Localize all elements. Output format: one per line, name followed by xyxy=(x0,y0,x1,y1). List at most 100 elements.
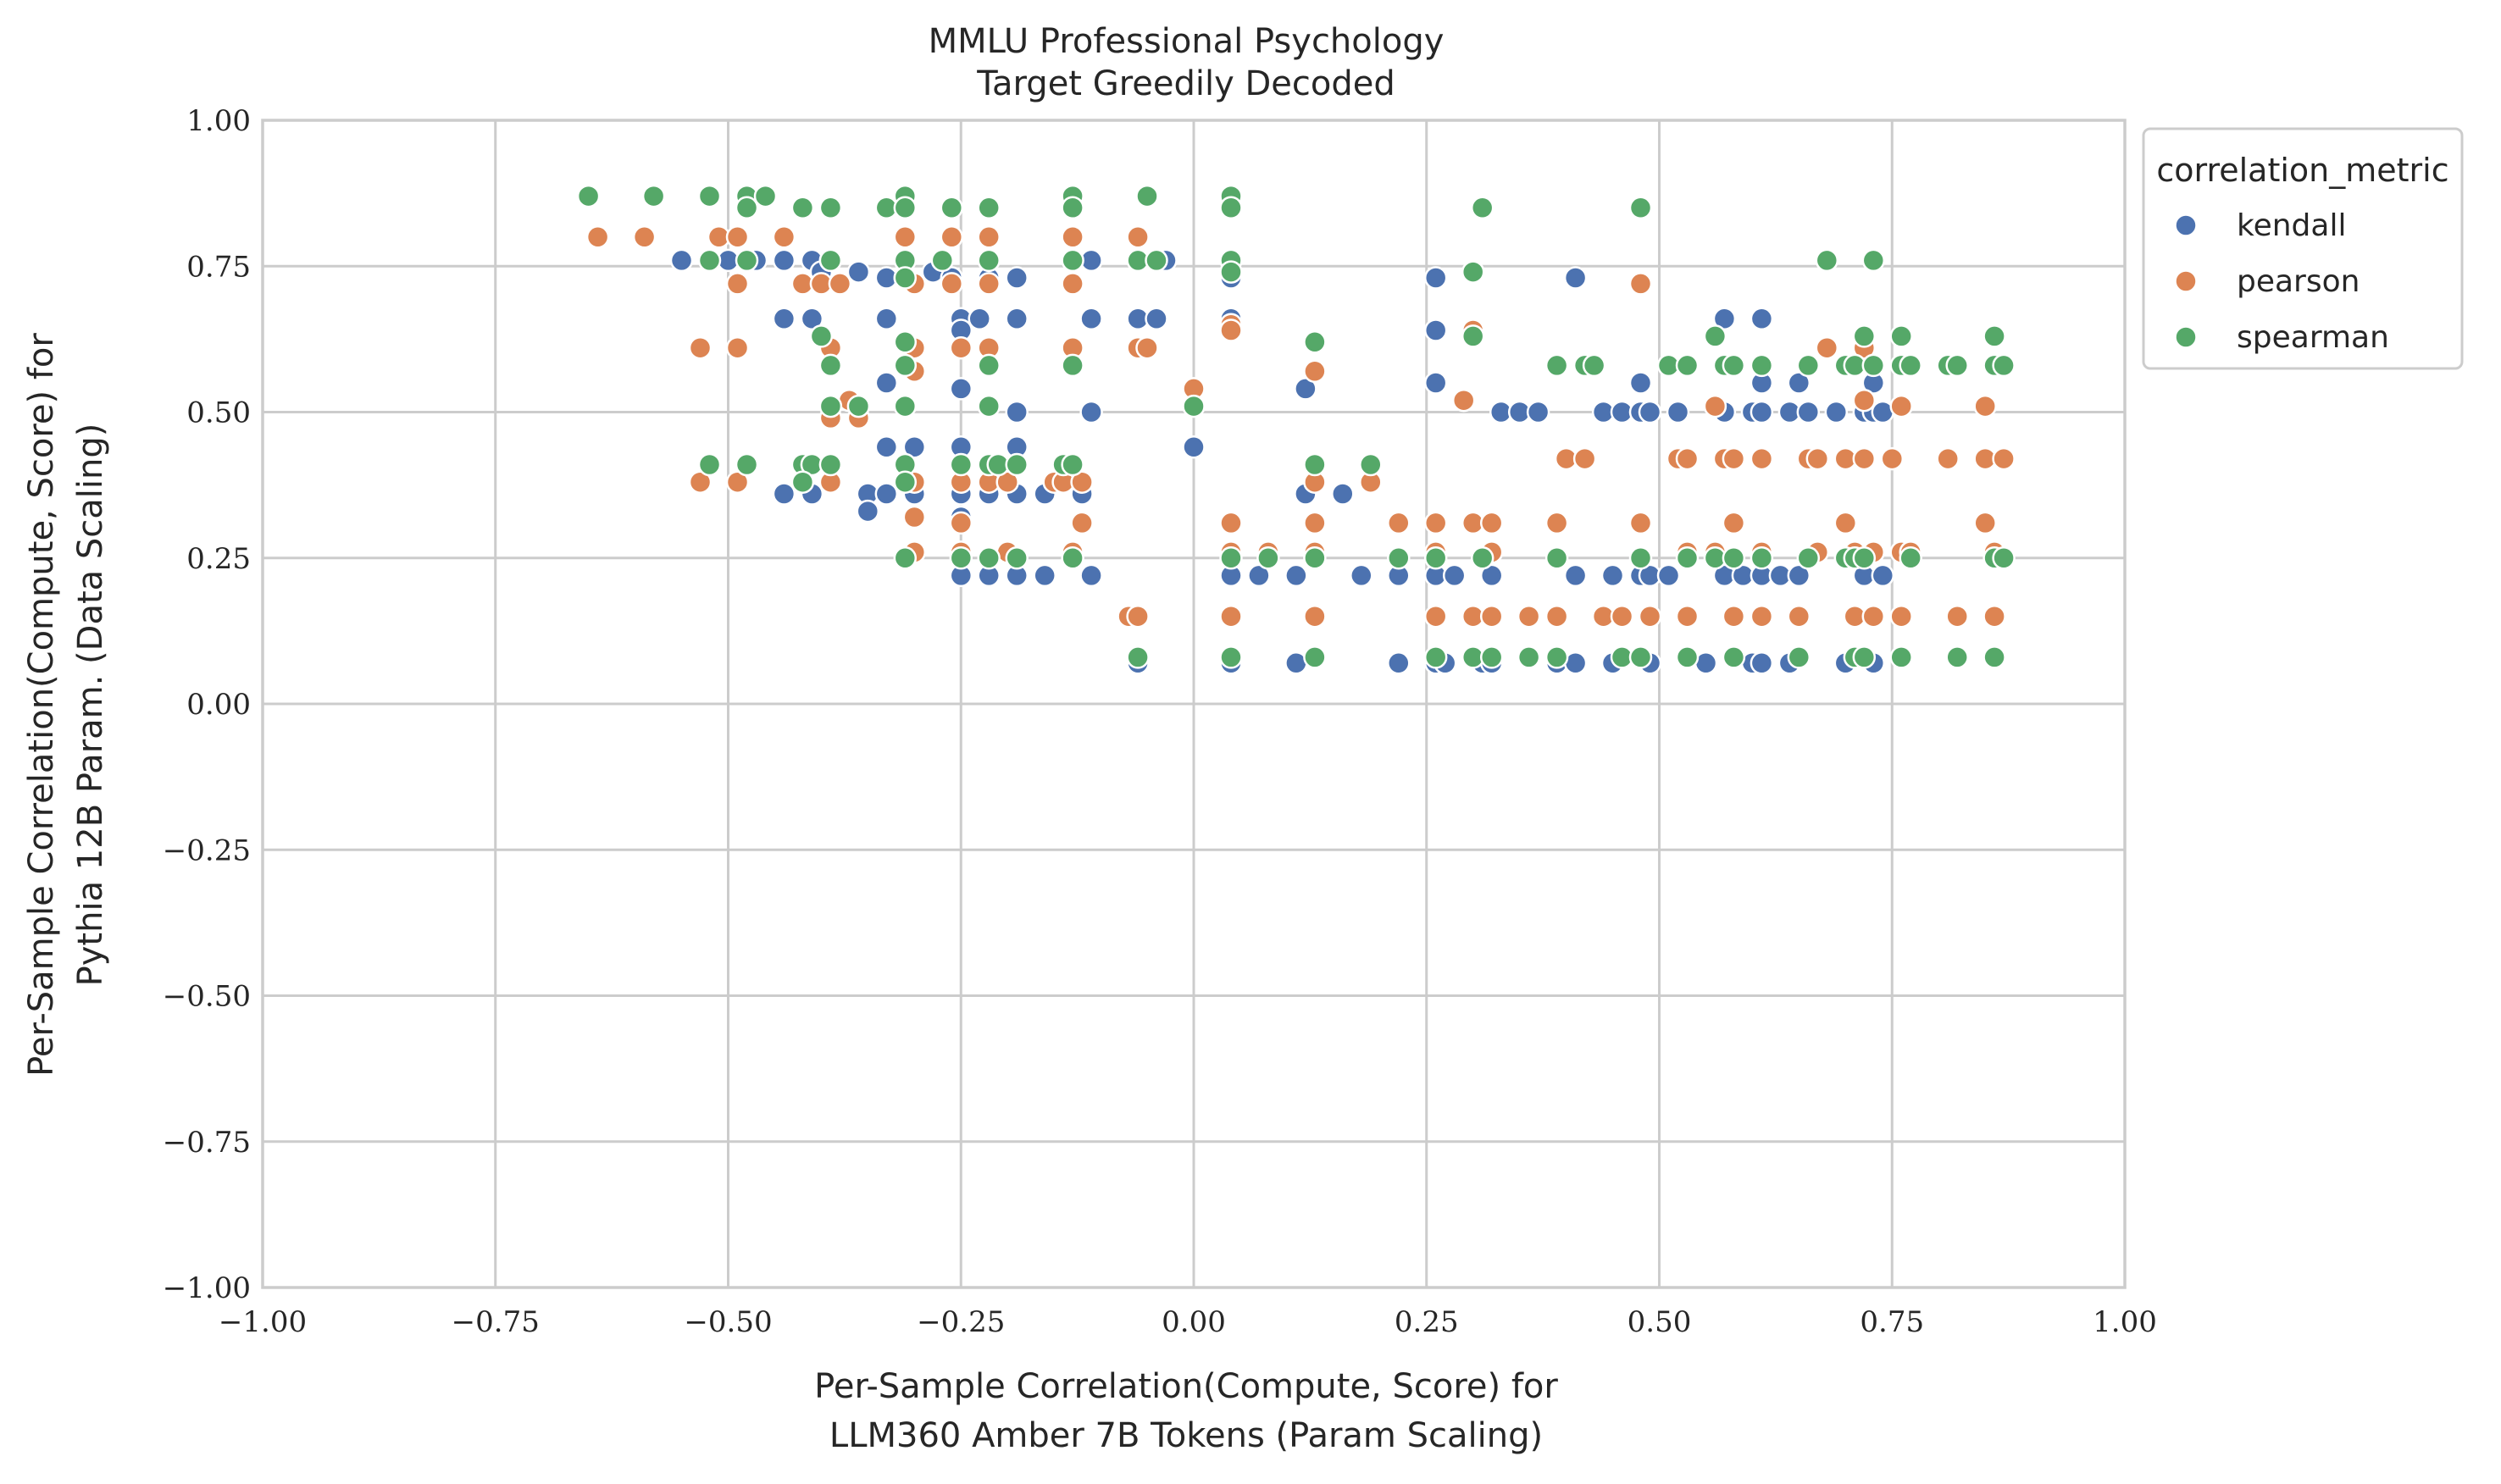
y-axis-label-line-2: Pythia 12B Param. (Data Scaling) xyxy=(71,424,110,987)
data-point-spearman xyxy=(753,184,778,208)
data-point-pearson xyxy=(1787,604,1811,628)
legend-label-spearman: spearman xyxy=(2237,320,2389,355)
x-tick-label: −1.00 xyxy=(219,1305,307,1339)
legend-marker-pearson xyxy=(2174,269,2198,293)
data-point-kendall xyxy=(856,499,880,523)
data-point-kendall xyxy=(1796,400,1821,424)
data-point-spearman xyxy=(1061,353,1084,378)
data-point-spearman xyxy=(1899,353,1922,378)
data-point-kendall xyxy=(1563,266,1588,290)
data-point-kendall xyxy=(1750,651,1774,675)
data-point-spearman xyxy=(697,248,722,273)
data-point-pearson xyxy=(1992,446,2016,471)
data-point-spearman xyxy=(977,248,1001,273)
data-point-pearson xyxy=(1126,225,1150,249)
data-point-pearson xyxy=(1423,604,1448,628)
data-point-pearson xyxy=(1303,604,1327,628)
data-point-spearman xyxy=(1852,324,1877,348)
data-point-pearson xyxy=(949,335,973,360)
data-point-spearman xyxy=(1061,248,1084,273)
data-point-spearman xyxy=(1219,196,1243,220)
data-point-kendall xyxy=(1423,266,1448,290)
data-point-kendall xyxy=(874,371,899,395)
data-point-spearman xyxy=(1461,324,1485,348)
data-point-spearman xyxy=(1992,353,2016,378)
data-point-pearson xyxy=(1722,604,1746,628)
data-point-kendall xyxy=(1824,400,1849,424)
data-point-pearson xyxy=(1675,604,1700,628)
data-point-pearson xyxy=(977,272,1001,296)
data-point-spearman xyxy=(1675,353,1700,378)
data-point-kendall xyxy=(1033,563,1056,588)
data-point-kendall xyxy=(772,248,796,273)
legend-label-kendall: kendall xyxy=(2237,208,2346,243)
data-point-spearman xyxy=(1852,546,1877,570)
data-point-spearman xyxy=(1303,645,1327,669)
y-tick-label: 0.75 xyxy=(186,250,251,284)
data-point-kendall xyxy=(874,307,899,331)
data-point-spearman xyxy=(1815,248,1839,273)
data-point-kendall xyxy=(949,377,973,401)
data-point-pearson xyxy=(1544,511,1569,535)
data-point-pearson xyxy=(1852,446,1877,471)
data-point-spearman xyxy=(940,196,964,220)
data-point-spearman xyxy=(641,184,666,208)
data-point-spearman xyxy=(1992,546,2016,570)
data-point-spearman xyxy=(1852,645,1877,669)
data-point-spearman xyxy=(1061,546,1084,570)
data-point-spearman xyxy=(818,248,843,273)
data-point-spearman xyxy=(1126,645,1150,669)
data-point-spearman xyxy=(1750,546,1774,570)
data-point-spearman xyxy=(1628,196,1653,220)
data-point-pearson xyxy=(1815,335,1839,360)
data-point-spearman xyxy=(893,330,918,354)
data-point-kendall xyxy=(1005,307,1029,331)
data-point-spearman xyxy=(1889,324,1913,348)
data-point-pearson xyxy=(1303,359,1327,384)
data-point-spearman xyxy=(1750,353,1774,378)
data-point-spearman xyxy=(893,266,918,290)
data-point-spearman xyxy=(1061,196,1084,220)
data-point-pearson xyxy=(725,335,750,360)
data-point-spearman xyxy=(1061,452,1084,477)
y-tick-label: 1.00 xyxy=(186,104,251,138)
data-point-spearman xyxy=(1675,645,1700,669)
data-point-spearman xyxy=(1423,645,1448,669)
data-point-pearson xyxy=(1061,272,1084,296)
legend-label-pearson: pearson xyxy=(2237,264,2360,299)
data-point-spearman xyxy=(1787,645,1811,669)
y-tick-label: −0.50 xyxy=(163,980,251,1014)
data-point-pearson xyxy=(772,225,796,249)
data-point-kendall xyxy=(1079,307,1103,331)
data-point-spearman xyxy=(1628,645,1653,669)
data-point-spearman xyxy=(1005,452,1029,477)
data-point-pearson xyxy=(1833,511,1858,535)
x-tick-label: −0.50 xyxy=(684,1305,772,1339)
data-point-spearman xyxy=(1544,353,1569,378)
data-point-pearson xyxy=(1805,446,1830,471)
data-point-pearson xyxy=(1852,388,1877,413)
data-point-spearman xyxy=(893,353,918,378)
data-point-spearman xyxy=(1544,645,1569,669)
data-point-pearson xyxy=(1219,604,1243,628)
data-point-spearman xyxy=(790,470,815,494)
data-point-spearman xyxy=(818,452,843,477)
data-point-pearson xyxy=(1610,604,1634,628)
data-point-pearson xyxy=(1750,446,1774,471)
data-point-pearson xyxy=(940,272,964,296)
data-point-kendall xyxy=(846,260,871,284)
data-point-spearman xyxy=(1256,546,1280,570)
data-point-spearman xyxy=(809,324,834,348)
data-point-spearman xyxy=(1219,260,1243,284)
data-point-spearman xyxy=(893,470,918,494)
data-point-spearman xyxy=(735,248,759,273)
data-point-kendall xyxy=(1145,307,1168,331)
data-point-spearman xyxy=(1461,260,1485,284)
data-point-spearman xyxy=(977,196,1001,220)
data-point-spearman xyxy=(1796,546,1821,570)
x-tick-label: 0.00 xyxy=(1162,1305,1226,1339)
data-point-pearson xyxy=(1638,604,1662,628)
data-point-pearson xyxy=(828,272,852,296)
data-point-kendall xyxy=(669,248,694,273)
